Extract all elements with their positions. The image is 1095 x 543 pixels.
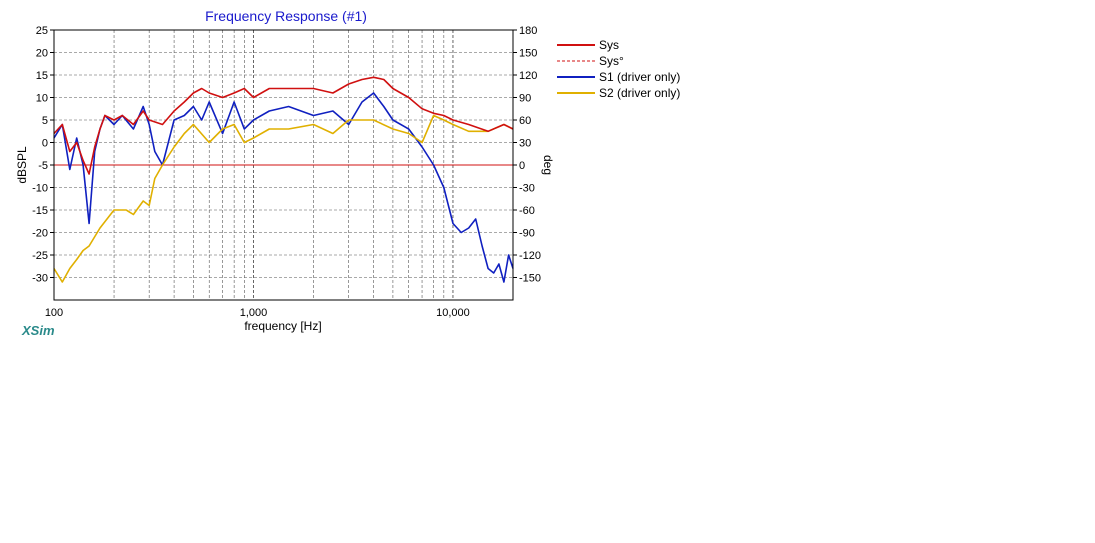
y2-tick-label: 90 [519, 93, 531, 105]
legend: Sys Sys° S1 (driver only) S2 (driver only) [557, 38, 680, 100]
series-lines [53, 76, 514, 283]
x-tick-label: 100 [45, 307, 63, 319]
chart-background [0, 0, 700, 346]
x-tick-label: 1,000 [240, 307, 268, 319]
legend-label: Sys° [599, 54, 624, 68]
xsim-logo: XSim [22, 323, 55, 338]
x-axis-label: frequency [Hz] [244, 319, 321, 333]
y2-tick-label: -120 [519, 250, 541, 262]
x-tick-label: 10,000 [436, 307, 470, 319]
y-tick-label: 20 [36, 48, 48, 60]
legend-label: S1 (driver only) [599, 70, 680, 84]
legend-label: S2 (driver only) [599, 86, 680, 100]
y-tick-label: 0 [42, 138, 48, 150]
y-tick-label: -20 [32, 228, 48, 240]
y2-tick-label: 150 [519, 48, 537, 60]
y-axis-ticks: 25 20 15 10 5 0 -5 -10 -15 -20 -25 -30 [32, 25, 54, 285]
y2-tick-label: -150 [519, 273, 541, 285]
y2-tick-label: -90 [519, 228, 535, 240]
y-tick-label: -30 [32, 273, 48, 285]
y2-axis-label: deg [541, 155, 555, 175]
legend-label: Sys [599, 38, 619, 52]
y2-tick-label: -30 [519, 183, 535, 195]
y-tick-label: -10 [32, 183, 48, 195]
series-line-sys [53, 76, 514, 175]
y2-axis-ticks: 180 150 120 90 60 30 0 -30 -60 -90 -120 -150 [513, 25, 541, 285]
y-tick-label: -25 [32, 250, 48, 262]
y-tick-label: 5 [42, 115, 48, 127]
chart-panel: Frequency Response (#1) 25 20 15 10 5 0 -5 -10 -… [0, 0, 700, 346]
y-tick-label: 15 [36, 70, 48, 82]
y2-tick-label: 180 [519, 25, 537, 37]
chart-title: Frequency Response (#1) [205, 8, 367, 24]
y2-tick-label: -60 [519, 205, 535, 217]
y2-tick-label: 0 [519, 160, 525, 172]
y2-tick-label: 60 [519, 115, 531, 127]
series-line-s2-driver-only [53, 114, 514, 283]
y-tick-label: 10 [36, 93, 48, 105]
y-tick-label: 25 [36, 25, 48, 37]
y2-tick-label: 30 [519, 138, 531, 150]
y-tick-label: -15 [32, 205, 48, 217]
x-axis-ticks: 100 1,000 10,000 [45, 307, 470, 319]
y2-tick-label: 120 [519, 70, 537, 82]
y-axis-label: dBSPL [15, 146, 29, 184]
y-tick-label: -5 [38, 160, 48, 172]
frequency-response-chart: Frequency Response (#1) 25 20 15 10 5 0 -5 -10 -… [0, 0, 700, 346]
